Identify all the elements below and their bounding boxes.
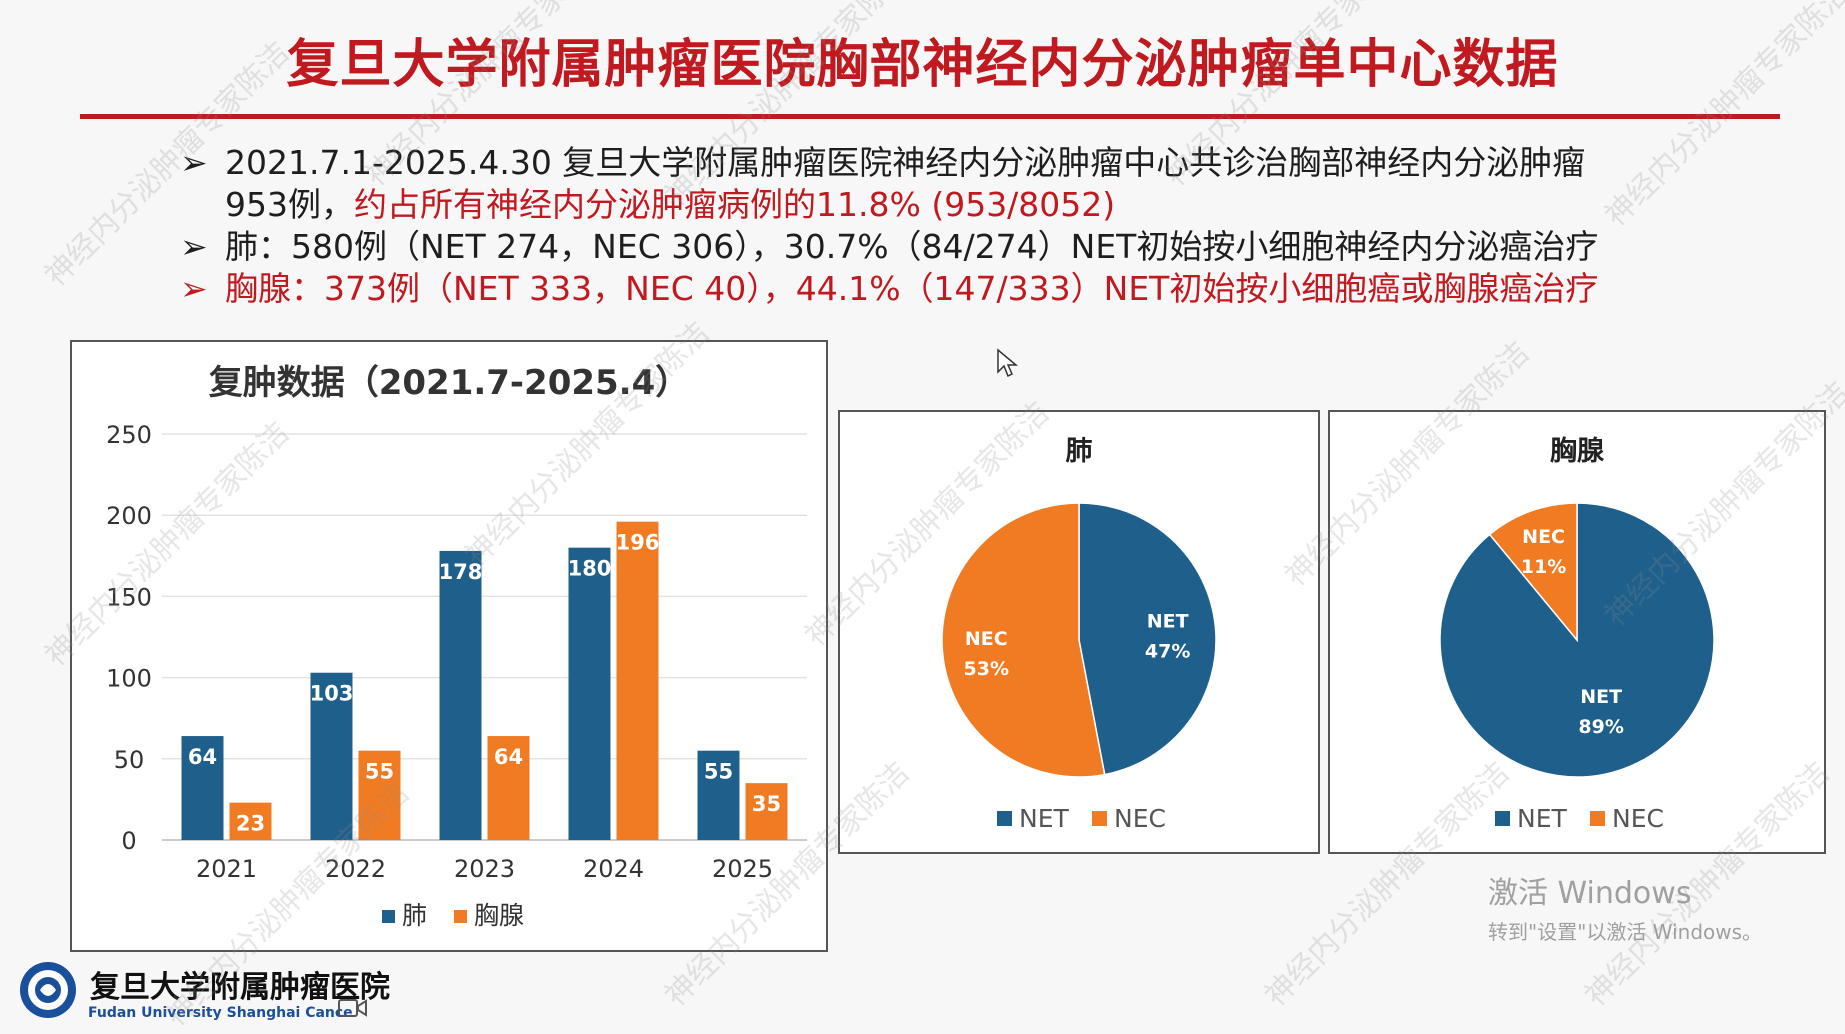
x-tick-label: 2024	[583, 855, 644, 883]
bullet-list: ➢ 2021.7.1-2025.4.30 复旦大学附属肿瘤医院神经内分泌肿瘤中心…	[180, 142, 1680, 310]
pie-slice-label: 89%	[1578, 716, 1623, 738]
hospital-logo-icon	[20, 962, 76, 1018]
bar-data-label: 55	[704, 760, 733, 784]
bullet-item: ➢ 2021.7.1-2025.4.30 复旦大学附属肿瘤医院神经内分泌肿瘤中心…	[180, 142, 1680, 184]
bullet-arrow-icon: ➢	[180, 143, 208, 182]
bullet-item: 953例，约占所有神经内分泌肿瘤病例的11.8% (953/8052)	[180, 184, 1680, 226]
legend-label: 胸腺	[474, 901, 524, 930]
pie-slice	[1488, 502, 1578, 643]
bar	[310, 672, 353, 840]
legend-label: NET	[1517, 804, 1567, 833]
thymus-pie-chart: 胸腺 NET 89% NEC 11% NET NEC	[1439, 436, 1715, 833]
bar-chart-title: 复肿数据（2021.7-2025.4）	[209, 363, 690, 403]
lung-pie-chart: 肺 NET 47% NEC 53% NET NEC	[941, 436, 1217, 833]
bar	[568, 547, 611, 840]
bar	[697, 750, 740, 840]
bullet-item: ➢ 胸腺：373例（NET 333，NEC 40），44.1%（147/333）…	[180, 268, 1680, 310]
thymus-pie-panel: 胸腺 NET 89% NEC 11% NET NEC	[1328, 410, 1826, 854]
x-tick-label: 2023	[454, 855, 515, 883]
pie-slice-label: 47%	[1145, 641, 1190, 663]
pie-slice-label: 11%	[1521, 556, 1566, 578]
bar	[487, 736, 530, 840]
x-tick-label: 2025	[712, 855, 773, 883]
title-divider	[80, 114, 1780, 119]
bar-chart: 复肿数据（2021.7-2025.4） 0 50 100 150 200 250 64 23 20…	[106, 363, 807, 930]
y-tick-label: 50	[114, 746, 145, 774]
mouse-cursor-icon	[997, 348, 1018, 378]
activation-subtitle: 转到"设置"以激活 Windows。	[1488, 920, 1763, 944]
video-camera-icon[interactable]	[338, 998, 368, 1018]
bullet-text-highlight: 约占所有神经内分泌肿瘤病例的11.8% (953/8052)	[354, 185, 1116, 224]
legend-swatch	[1590, 811, 1605, 826]
legend-swatch	[1495, 811, 1510, 826]
pie-slice-label: 53%	[964, 658, 1009, 680]
legend-label: NEC	[1612, 804, 1664, 833]
bar-data-label: 103	[310, 682, 354, 706]
bar-data-label: 55	[365, 760, 394, 784]
bar-data-label: 23	[236, 812, 265, 836]
pie-slice	[941, 502, 1106, 778]
x-tick-label: 2022	[325, 855, 386, 883]
legend-label: 肺	[402, 901, 427, 930]
bar-data-label: 35	[752, 792, 781, 816]
legend-swatch	[1092, 811, 1107, 826]
footer-institution-en: Fudan University Shanghai Cance	[88, 1005, 353, 1021]
bar	[439, 550, 482, 840]
windows-activation-notice: 激活 Windows 转到"设置"以激活 Windows。	[1488, 868, 1762, 945]
bullet-text: 2021.7.1-2025.4.30 复旦大学附属肿瘤医院神经内分泌肿瘤中心共诊…	[225, 143, 1586, 182]
bar-data-label: 196	[616, 531, 660, 555]
bar	[745, 783, 788, 840]
pie-slice-name: NEC	[1522, 526, 1565, 548]
bar	[616, 521, 659, 840]
pie-title: 肺	[1066, 436, 1093, 467]
bar-data-label: 180	[568, 557, 612, 581]
y-tick-label: 100	[106, 665, 152, 693]
y-tick-label: 150	[106, 583, 152, 611]
bullet-item: ➢ 肺：580例（NET 274，NEC 306），30.7%（84/274）N…	[180, 226, 1680, 268]
pie-slice-name: NEC	[965, 628, 1008, 650]
bullet-text: 953例，	[225, 185, 354, 224]
activation-title: 激活 Windows	[1488, 876, 1692, 911]
bar-data-label: 64	[494, 745, 523, 769]
bullet-text: 肺：580例（NET 274，NEC 306），30.7%（84/274）NET…	[225, 227, 1599, 266]
pie-slice	[1078, 502, 1217, 776]
y-tick-label: 0	[121, 827, 136, 855]
legend-swatch	[382, 910, 395, 923]
legend-label: NET	[1019, 804, 1069, 833]
bullet-text: 胸腺：373例（NET 333，NEC 40），44.1%（147/333）NE…	[225, 269, 1599, 308]
bar	[358, 750, 401, 840]
bar-chart-panel: 复肿数据（2021.7-2025.4） 0 50 100 150 200 250 64 23 20…	[70, 340, 828, 952]
legend-label: NEC	[1114, 804, 1166, 833]
bar-data-label: 64	[188, 745, 217, 769]
bar-data-label: 178	[439, 560, 483, 584]
bar	[181, 736, 224, 840]
y-tick-label: 250	[106, 421, 152, 449]
bullet-arrow-icon: ➢	[180, 269, 208, 308]
slide-title: 复旦大学附属肿瘤医院胸部神经内分泌肿瘤单中心数据	[286, 35, 1559, 95]
bar	[229, 802, 272, 840]
legend-swatch	[997, 811, 1012, 826]
pie-slice-name: NET	[1147, 611, 1189, 633]
legend-swatch	[454, 910, 467, 923]
y-tick-label: 200	[106, 502, 152, 530]
bullet-arrow-icon: ➢	[180, 227, 208, 266]
pie-title: 胸腺	[1550, 436, 1605, 467]
x-tick-label: 2021	[196, 855, 257, 883]
lung-pie-panel: 肺 NET 47% NEC 53% NET NEC	[838, 410, 1320, 854]
pie-slice-name: NET	[1580, 686, 1622, 708]
